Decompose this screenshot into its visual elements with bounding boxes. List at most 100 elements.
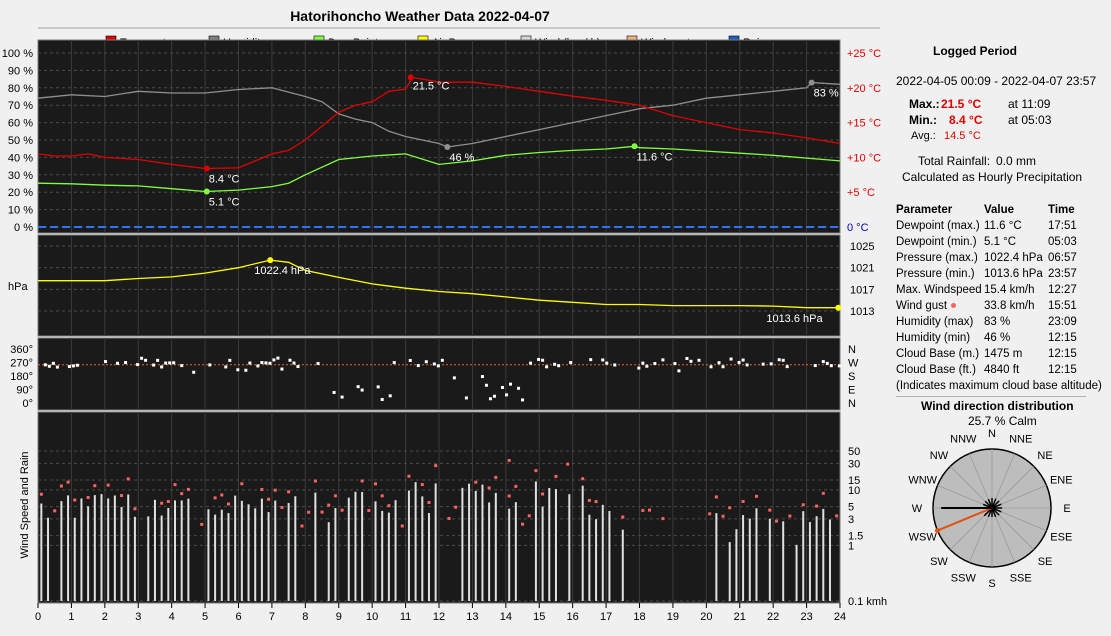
parameter-value: 4840 ft bbox=[984, 364, 1020, 376]
parameter-row: Wind gust 33.8 km/h 15:51 bbox=[896, 298, 1077, 314]
wind-speed-bar bbox=[267, 512, 270, 601]
pressure-tick: 1021 bbox=[850, 263, 874, 275]
parameter-value: 15.4 km/h bbox=[984, 284, 1035, 296]
wind-rose-direction-se: SE bbox=[1038, 556, 1053, 568]
humidity-tick: 10 % bbox=[8, 205, 33, 217]
wind-speed-bar bbox=[67, 495, 70, 601]
wind-speed-bar bbox=[220, 509, 223, 601]
parameter-row: Pressure (min.) 1013.6 hPa 23:57 bbox=[896, 266, 1077, 282]
wind-gust-dot bbox=[280, 505, 284, 509]
direction-tick: 90° bbox=[16, 385, 33, 397]
direction-dot bbox=[677, 369, 681, 373]
direction-compass-tick: N bbox=[848, 344, 856, 356]
col-parameter: Parameter bbox=[896, 204, 953, 216]
wind-gust-dot bbox=[380, 494, 384, 498]
wind-gust-dot bbox=[66, 480, 70, 484]
hour-tick: 7 bbox=[269, 611, 275, 623]
wind-gust-dot bbox=[213, 496, 217, 500]
direction-dot bbox=[697, 358, 701, 362]
pressure-tick: 1025 bbox=[850, 241, 874, 253]
parameter-name: Pressure (min.) bbox=[896, 268, 975, 280]
wind-gust-dot bbox=[708, 512, 712, 516]
wind-gust-dot bbox=[514, 484, 518, 488]
wind-speed-bar bbox=[554, 489, 557, 601]
temperature-tick: +25 °C bbox=[847, 48, 881, 60]
direction-dot bbox=[521, 398, 525, 402]
hour-tick: 11 bbox=[400, 611, 411, 623]
direction-tick: 360° bbox=[10, 344, 33, 356]
humidity-marker bbox=[808, 79, 815, 86]
parameter-value: 1022.4 hPa bbox=[984, 252, 1043, 264]
humidity-tick: 90 % bbox=[8, 65, 33, 77]
wind-rose-direction-sw: SW bbox=[930, 556, 948, 568]
speed-tick: 5 bbox=[848, 502, 854, 514]
direction-dot bbox=[71, 364, 75, 368]
dewpoint-marker bbox=[203, 188, 210, 195]
direction-dot bbox=[492, 394, 496, 398]
direction-dot bbox=[781, 358, 785, 362]
wind-gust-dot bbox=[494, 475, 498, 479]
wind-speed-bar bbox=[595, 519, 598, 601]
wind-speed-bar bbox=[107, 498, 110, 601]
hour-tick: 9 bbox=[336, 611, 342, 623]
parameter-time: 06:57 bbox=[1048, 252, 1077, 264]
logged-period-range: 2022-04-05 00:09 - 2022-04-07 23:57 bbox=[896, 74, 1097, 88]
temperature-line bbox=[37, 76, 841, 170]
dewpoint-marker bbox=[631, 143, 638, 150]
wind-gust-dot bbox=[534, 469, 538, 473]
direction-dot bbox=[557, 364, 561, 368]
wind-speed-bar bbox=[187, 498, 190, 601]
direction-dot bbox=[480, 375, 484, 379]
wind-rose-ray-wsw bbox=[937, 507, 993, 532]
dewpoint-line bbox=[37, 145, 841, 193]
wind-speed-bar bbox=[167, 507, 170, 601]
parameter-time: 12:15 bbox=[1048, 332, 1077, 344]
wind-gust-dot bbox=[186, 487, 190, 491]
wind-gust-dot bbox=[39, 492, 43, 496]
wind-speed-bar bbox=[715, 513, 718, 601]
humidity-tick: 100 % bbox=[2, 48, 33, 60]
wind-speed-bar bbox=[214, 514, 217, 601]
wind-gust-dot bbox=[754, 494, 758, 498]
hour-tick: 23 bbox=[800, 611, 812, 623]
wind-gust-dot bbox=[594, 500, 598, 504]
wind-gust-dot bbox=[387, 504, 391, 508]
wind-speed-bar bbox=[434, 483, 437, 601]
direction-dot bbox=[529, 361, 533, 365]
wind-speed-bar bbox=[354, 491, 357, 601]
hour-tick: 22 bbox=[767, 611, 779, 623]
rainfall-label: Total Rainfall: bbox=[918, 154, 991, 168]
direction-compass-tick: E bbox=[848, 385, 855, 397]
hour-tick: 0 bbox=[35, 611, 41, 623]
direction-dot bbox=[589, 358, 593, 362]
wind-speed-bar bbox=[541, 506, 544, 601]
parameter-row: Max. Windspeed 15.4 km/h 12:27 bbox=[896, 282, 1077, 298]
wind-speed-bar bbox=[100, 494, 103, 601]
direction-dot bbox=[673, 362, 677, 366]
wind-gust-dot bbox=[340, 508, 344, 512]
hour-tick: 13 bbox=[466, 611, 478, 623]
speed-tick: 50 bbox=[848, 446, 860, 458]
parameter-value: 5.1 °C bbox=[984, 236, 1017, 248]
pressure-marker bbox=[267, 257, 274, 264]
hour-tick: 21 bbox=[734, 611, 746, 623]
humidity-tick: 80 % bbox=[8, 83, 33, 95]
temperature-tick: +5 °C bbox=[847, 187, 875, 199]
direction-dot bbox=[661, 358, 665, 362]
wind-speed-bar bbox=[461, 487, 464, 601]
temperature-label: 21.5 °C bbox=[413, 80, 450, 92]
direction-dot bbox=[769, 362, 773, 366]
wind-speed-bar bbox=[153, 499, 156, 601]
direction-dot bbox=[388, 394, 392, 398]
parameter-value: 83 % bbox=[984, 316, 1011, 328]
parameter-time: 05:03 bbox=[1048, 236, 1077, 248]
direction-compass-tick: S bbox=[848, 371, 855, 383]
humidity-tick: 50 % bbox=[8, 135, 33, 147]
direction-dot bbox=[172, 361, 176, 365]
direction-dot bbox=[208, 363, 212, 367]
wind-gust-dot bbox=[648, 508, 652, 512]
wind-gust-dot bbox=[287, 490, 291, 494]
wind-gust-dot bbox=[621, 515, 625, 519]
direction-dot bbox=[645, 364, 649, 368]
wind-gust-dot bbox=[788, 514, 792, 518]
